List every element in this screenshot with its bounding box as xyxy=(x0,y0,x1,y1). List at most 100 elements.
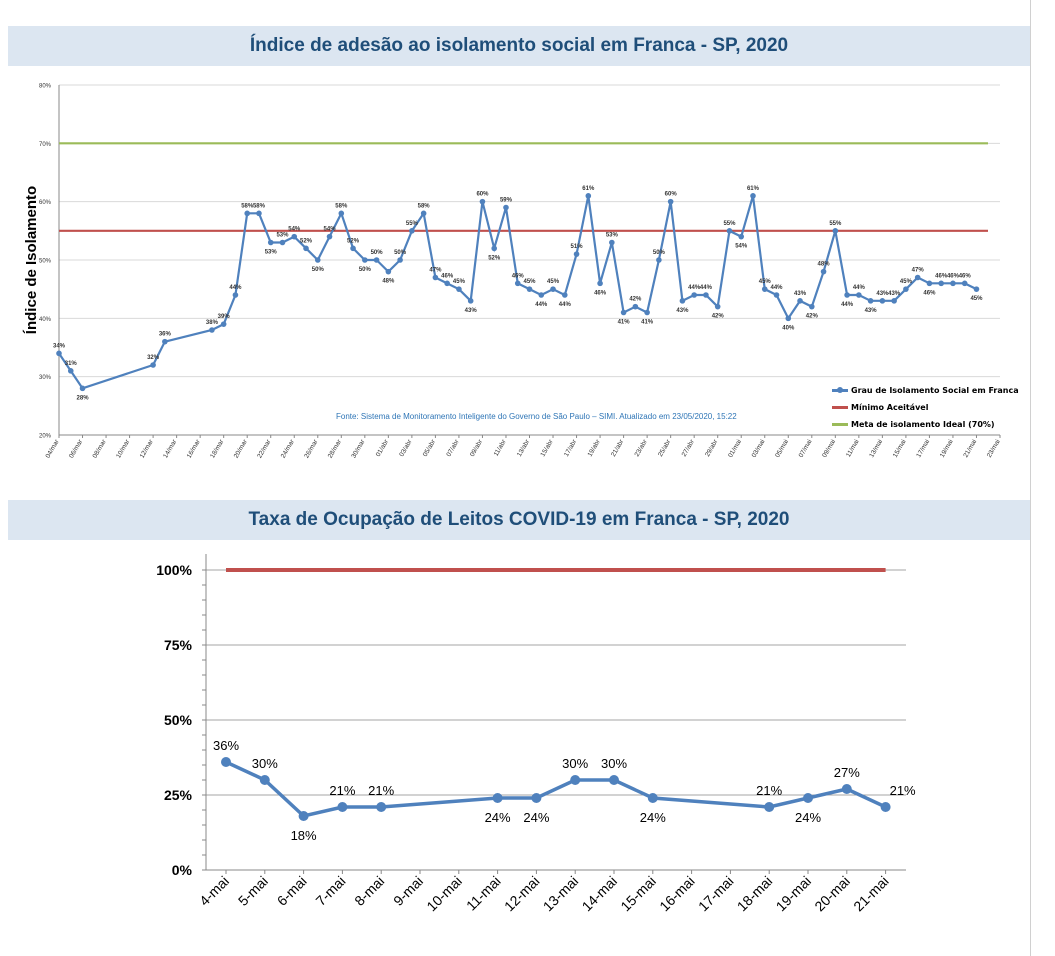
isolation-data-point xyxy=(514,280,521,287)
isolation-data-label: 46% xyxy=(959,273,972,279)
isolation-data-point xyxy=(620,309,627,316)
isolation-data-label: 44% xyxy=(535,302,548,308)
isolation-data-label: 46% xyxy=(947,273,960,279)
legend-item-isolation: Grau de Isolamento Social em Franca xyxy=(832,382,1019,399)
isolation-data-label: 53% xyxy=(265,250,278,256)
isolation-data-label: 38% xyxy=(206,320,219,326)
isolation-data-label: 46% xyxy=(594,290,607,296)
x-tick-label: 11/abr xyxy=(493,438,508,458)
isolation-data-label: 54% xyxy=(735,244,748,250)
x-tick-label: 25/abr xyxy=(657,438,673,458)
x-tick-label: 01/abr xyxy=(375,438,391,458)
isolation-data-label: 43% xyxy=(888,291,901,297)
x-tick-label: 09/abr xyxy=(469,438,485,458)
x-tick-label: 21/mai xyxy=(962,439,978,459)
y-tick-label: 0% xyxy=(172,862,193,878)
isolation-data-point xyxy=(726,228,733,234)
isolation-data-point xyxy=(773,292,780,298)
isolation-data-point xyxy=(267,239,274,246)
x-tick-label: 7-mai xyxy=(312,873,348,909)
x-tick-label: 23/mai xyxy=(986,439,1002,459)
legend-marker-isolation xyxy=(837,387,843,393)
isolation-data-label: 34% xyxy=(53,343,66,349)
isolation-data-point xyxy=(244,210,250,217)
x-tick-label: 16-mai xyxy=(656,873,698,915)
x-tick-label: 17/abr xyxy=(563,438,579,458)
occupancy-data-point xyxy=(492,793,503,803)
isolation-data-label: 45% xyxy=(759,279,772,285)
isolation-data-label: 44% xyxy=(853,285,866,291)
isolation-legend: Grau de Isolamento Social em Franca Míni… xyxy=(832,382,1019,433)
isolation-data-label: 52% xyxy=(347,238,360,244)
occupancy-data-point xyxy=(298,811,309,821)
x-tick-label: 30/mar xyxy=(350,438,367,460)
occupancy-data-label: 30% xyxy=(252,756,278,771)
occupancy-data-label: 24% xyxy=(485,810,511,825)
occupancy-data-label: 21% xyxy=(368,783,394,798)
isolation-data-point xyxy=(397,257,403,263)
isolation-data-label: 52% xyxy=(488,255,501,261)
isolation-data-point xyxy=(79,385,86,392)
x-tick-label: 23/abr xyxy=(634,438,650,458)
isolation-data-point xyxy=(479,198,486,205)
isolation-data-point xyxy=(550,286,556,292)
isolation-data-label: 41% xyxy=(618,320,631,326)
x-tick-label: 12/mar xyxy=(139,438,156,460)
legend-label-goal: Meta de isolamento Ideal (70%) xyxy=(851,420,995,429)
isolation-data-point xyxy=(844,292,850,298)
isolation-data-label: 44% xyxy=(700,285,713,291)
isolation-data-label: 46% xyxy=(441,273,454,279)
isolation-data-label: 45% xyxy=(970,296,983,302)
isolation-data-point xyxy=(373,257,380,263)
x-tick-label: 03/abr xyxy=(398,438,414,458)
y-tick-label: 50% xyxy=(39,259,52,265)
isolation-data-label: 50% xyxy=(359,267,372,273)
isolation-data-label: 44% xyxy=(559,302,572,308)
isolation-data-label: 28% xyxy=(77,395,90,401)
isolation-data-point xyxy=(385,268,392,275)
isolation-data-label: 46% xyxy=(923,290,936,296)
y-axis-label: Índice de Isolamento xyxy=(23,186,40,334)
legend-label-minimum: Mínimo Aceitável xyxy=(851,403,929,412)
x-tick-label: 05/mai xyxy=(774,439,790,459)
x-tick-label: 09/mai xyxy=(821,439,837,459)
occupancy-data-label: 21% xyxy=(756,783,782,798)
isolation-data-label: 52% xyxy=(300,238,313,244)
x-tick-label: 14/mar xyxy=(162,438,179,460)
isolation-data-label: 61% xyxy=(582,186,595,192)
x-tick-label: 01/mai xyxy=(727,439,743,459)
isolation-data-label: 42% xyxy=(629,297,642,303)
isolation-data-point xyxy=(291,233,298,240)
isolation-data-label: 44% xyxy=(229,285,242,291)
occupancy-data-point xyxy=(337,802,348,812)
isolation-data-point xyxy=(703,292,709,298)
isolation-data-point xyxy=(338,210,345,217)
isolation-data-label: 43% xyxy=(876,291,889,297)
x-tick-label: 6-mai xyxy=(274,873,310,909)
isolation-data-point xyxy=(362,257,368,263)
isolation-data-label: 50% xyxy=(312,267,325,273)
isolation-data-point xyxy=(797,298,803,304)
occupancy-data-point xyxy=(841,784,852,794)
isolation-data-point xyxy=(809,303,815,310)
isolation-data-label: 47% xyxy=(912,268,925,274)
isolation-data-point xyxy=(891,298,897,304)
x-tick-label: 08/mar xyxy=(92,438,109,460)
isolation-data-label: 32% xyxy=(147,355,160,361)
isolation-data-point xyxy=(561,292,568,298)
isolation-data-label: 60% xyxy=(476,192,489,198)
isolation-data-point xyxy=(456,286,462,292)
isolation-data-label: 61% xyxy=(747,186,760,192)
isolation-data-label: 58% xyxy=(418,203,431,209)
y-tick-label: 80% xyxy=(39,84,52,90)
source-annotation: Fonte: Sistema de Monitoramento Intelige… xyxy=(336,412,737,421)
x-tick-label: 13/abr xyxy=(516,438,532,458)
occupancy-data-label: 30% xyxy=(601,756,627,771)
x-tick-label: 04/mar xyxy=(45,438,62,460)
x-tick-label: 10/mar xyxy=(115,438,132,460)
isolation-data-label: 55% xyxy=(829,221,842,227)
x-tick-label: 07/mai xyxy=(798,439,814,459)
isolation-data-point xyxy=(714,303,721,310)
occupancy-data-point xyxy=(803,793,813,803)
x-tick-label: 19-mai xyxy=(773,873,815,915)
